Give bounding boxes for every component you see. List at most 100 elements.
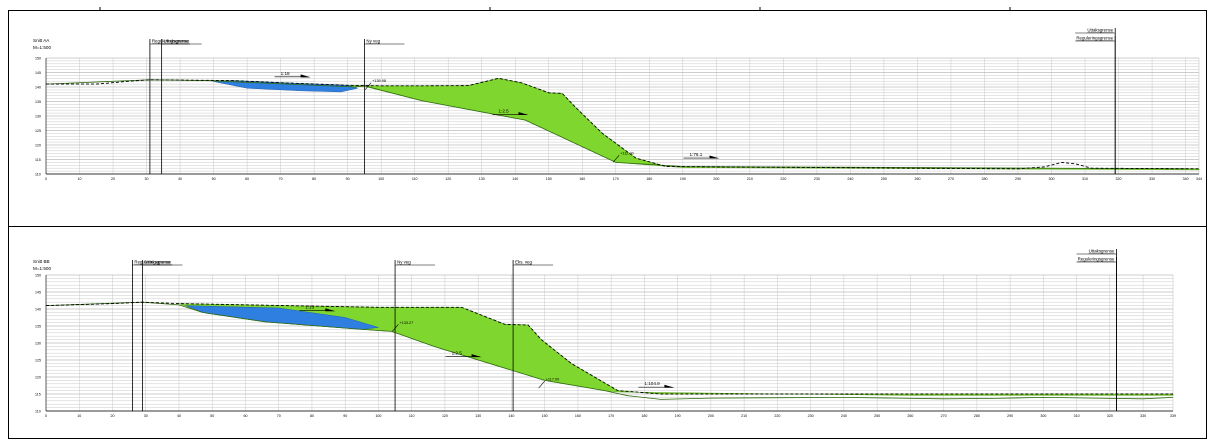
y-tick-label: 135 bbox=[35, 324, 41, 328]
level-leader bbox=[392, 324, 399, 332]
excavation-area-blue bbox=[213, 80, 358, 93]
existing-terrain-line bbox=[46, 77, 1200, 170]
level-label: +139.98 bbox=[372, 79, 386, 83]
x-tick-label: 150 bbox=[542, 414, 548, 418]
section-bb: 0 10 20 30 40 50 60 70 80 90 100 110 120 130 140 150 160… bbox=[33, 249, 1176, 419]
x-tick-label: 50 bbox=[212, 177, 216, 181]
x-tick-label: 310 bbox=[1074, 414, 1080, 418]
x-tick-label: 120 bbox=[442, 414, 448, 418]
x-tick-label: 60 bbox=[245, 177, 249, 181]
x-tick-label: 320 bbox=[1116, 177, 1122, 181]
level-leader bbox=[364, 82, 372, 90]
marker-label: Reguleringsgrense bbox=[152, 39, 189, 44]
x-tick-label: 344 bbox=[1196, 177, 1202, 181]
x-tick-label: 120 bbox=[445, 177, 451, 181]
x-tick-label: 170 bbox=[613, 177, 619, 181]
y-tick-label: 145 bbox=[35, 290, 41, 294]
fill-area-green bbox=[149, 78, 1200, 171]
y-tick-label: 130 bbox=[35, 114, 41, 118]
x-tick-label: 20 bbox=[111, 177, 115, 181]
x-tick-label: 200 bbox=[713, 177, 719, 181]
marker-label: Uttaksgrense bbox=[144, 260, 170, 265]
x-tick-label: 310 bbox=[1082, 177, 1088, 181]
slope-label: 1:13 bbox=[305, 305, 314, 310]
x-tick-label: 110 bbox=[412, 177, 418, 181]
marker-label: Reguleringsgrense bbox=[1076, 36, 1113, 41]
marker-label: Reguleringsgrense bbox=[134, 260, 171, 265]
x-tick-label: 100 bbox=[378, 177, 384, 181]
y-tick-label: 140 bbox=[35, 307, 41, 311]
x-tick-label: 190 bbox=[675, 414, 681, 418]
level-label: +112.00 bbox=[620, 152, 634, 156]
level-label: +117.00 bbox=[546, 378, 560, 382]
y-tick-label: 140 bbox=[35, 85, 41, 89]
slope-label: 1:18 bbox=[281, 71, 290, 76]
slope-arrow bbox=[325, 308, 336, 312]
x-tick-label: 110 bbox=[409, 414, 415, 418]
x-tick-label: 70 bbox=[279, 177, 283, 181]
y-tick-label: 110 bbox=[35, 172, 41, 176]
marker-label: Ny veg bbox=[397, 260, 411, 265]
x-tick-label: 100 bbox=[375, 414, 381, 418]
slope-arrow bbox=[664, 384, 675, 388]
y-tick-label: 130 bbox=[35, 341, 41, 345]
y-tick-label: 115 bbox=[35, 392, 41, 396]
slope-arrow bbox=[518, 112, 529, 116]
x-tick-label: 240 bbox=[847, 177, 853, 181]
x-tick-label: 220 bbox=[780, 177, 786, 181]
x-tick-label: 300 bbox=[1040, 414, 1046, 418]
section-title: Snitt BB bbox=[33, 259, 50, 264]
x-tick-label: 260 bbox=[914, 177, 920, 181]
y-tick-label: 135 bbox=[35, 100, 41, 104]
x-tick-label: 30 bbox=[144, 414, 148, 418]
marker-label: Ny veg bbox=[366, 39, 380, 44]
slope-arrow bbox=[471, 354, 482, 358]
y-tick-label: 150 bbox=[35, 273, 41, 277]
x-tick-label: 200 bbox=[708, 414, 714, 418]
existing-terrain-line bbox=[45, 301, 1173, 395]
x-tick-label: 210 bbox=[741, 414, 747, 418]
section-scale: M=1:500 bbox=[33, 266, 51, 271]
y-tick-label: 125 bbox=[35, 358, 41, 362]
x-tick-label: 260 bbox=[907, 414, 913, 418]
x-tick-label: 40 bbox=[177, 414, 181, 418]
x-tick-label: 140 bbox=[512, 177, 518, 181]
x-tick-label: 70 bbox=[277, 414, 281, 418]
x-tick-label: 240 bbox=[841, 414, 847, 418]
section-aa: 0 10 20 30 40 50 60 70 80 90 100 110 120 130 140 150 160… bbox=[33, 28, 1202, 182]
y-tick-label: 110 bbox=[35, 409, 41, 413]
marker-label: Uttaksgrense bbox=[1089, 249, 1115, 254]
y-tick-label: 120 bbox=[35, 375, 41, 379]
panel-frame-bb bbox=[8, 226, 1207, 439]
marker-label: Eks. veg bbox=[515, 260, 532, 265]
x-tick-label: 150 bbox=[546, 177, 552, 181]
slope-arrow bbox=[709, 155, 720, 159]
x-tick-label: 140 bbox=[508, 414, 514, 418]
x-tick-label: 250 bbox=[874, 414, 880, 418]
section-scale: M=1:500 bbox=[33, 45, 51, 50]
x-tick-label: 190 bbox=[680, 177, 686, 181]
x-tick-label: 0 bbox=[45, 414, 47, 418]
x-tick-label: 290 bbox=[1015, 177, 1021, 181]
level-leader bbox=[612, 154, 620, 163]
slope-label: 1:2.5 bbox=[498, 109, 509, 114]
section-title: Snitt AA bbox=[33, 38, 50, 43]
x-tick-label: 80 bbox=[312, 177, 316, 181]
x-tick-label: 290 bbox=[1007, 414, 1013, 418]
x-tick-label: 170 bbox=[608, 414, 614, 418]
x-tick-label: 180 bbox=[641, 414, 647, 418]
x-tick-label: 90 bbox=[343, 414, 347, 418]
slope-arrow bbox=[300, 74, 311, 78]
marker-label: Uttaksgrense bbox=[1087, 28, 1113, 33]
x-tick-label: 320 bbox=[1107, 414, 1113, 418]
x-tick-label: 230 bbox=[808, 414, 814, 418]
x-tick-label: 80 bbox=[310, 414, 314, 418]
x-tick-label: 270 bbox=[941, 414, 947, 418]
y-tick-label: 150 bbox=[35, 56, 41, 60]
x-tick-label: 270 bbox=[948, 177, 954, 181]
slope-label: 1:2.5 bbox=[452, 351, 463, 356]
slope-label: 1:76.1 bbox=[690, 152, 703, 157]
x-tick-label: 10 bbox=[77, 414, 81, 418]
